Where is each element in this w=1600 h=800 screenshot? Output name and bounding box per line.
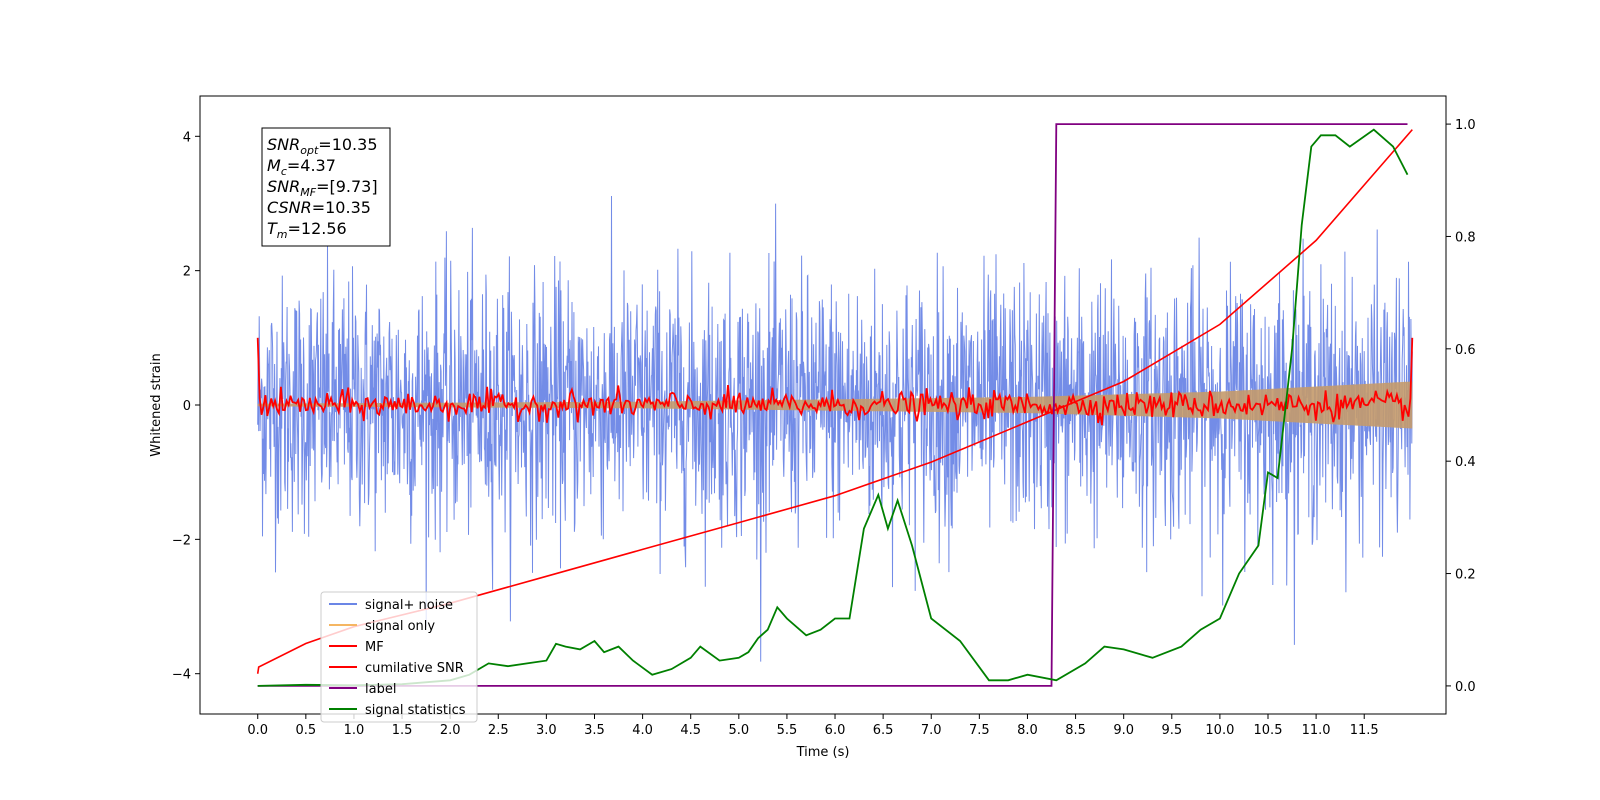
y-axis-right: 0.0 0.2 0.4 0.6 0.8 1.0 [1446, 118, 1476, 695]
legend: signal+ noise signal only MF cumilative SNR… [320, 591, 478, 723]
annotation-line: SNRMF=[9.73] [267, 177, 378, 199]
x-tick-label: 3.0 [536, 723, 557, 738]
x-tick-label: 5.0 [728, 723, 749, 738]
series-signal-statistics [257, 128, 1409, 687]
x-tick-label: 1.0 [344, 723, 365, 738]
series-signal-noise [257, 195, 1413, 662]
y-right-tick-label: 0.0 [1455, 680, 1476, 695]
annotation-line: Mc=4.37 [267, 156, 336, 178]
annotation-line: SNRopt=10.35 [267, 135, 378, 157]
x-tick-label: 4.5 [680, 723, 701, 738]
y-right-tick-label: 0.8 [1455, 230, 1476, 245]
legend-frame [320, 591, 478, 723]
x-tick-label: 7.0 [921, 723, 942, 738]
x-tick-label: 2.5 [488, 723, 509, 738]
legend-label: cumilative SNR [365, 661, 464, 676]
x-tick-label: 9.0 [1113, 723, 1134, 738]
y-right-tick-label: 0.2 [1455, 568, 1476, 583]
y-left-tick-label: −4 [172, 668, 191, 683]
x-tick-label: 2.0 [440, 723, 461, 738]
x-tick-label: 4.0 [632, 723, 653, 738]
x-tick-label: 10.0 [1205, 723, 1234, 738]
x-axis-label: Time (s) [796, 745, 850, 760]
y-right-tick-label: 0.4 [1455, 455, 1476, 470]
y-axis-left: −4 −2 0 2 4 [172, 130, 200, 683]
y-axis-label: Whitened strain [149, 353, 164, 456]
series-mf [256, 337, 1414, 426]
x-tick-label: 6.0 [825, 723, 846, 738]
x-tick-label: 1.5 [392, 723, 413, 738]
x-tick-label: 5.5 [777, 723, 798, 738]
annotation-frame [261, 127, 391, 247]
x-tick-label: 11.0 [1302, 723, 1331, 738]
x-tick-label: 9.5 [1161, 723, 1182, 738]
x-tick-label: 11.5 [1350, 723, 1379, 738]
series-label [257, 123, 1408, 687]
x-tick-label: 0.5 [295, 723, 316, 738]
y-left-tick-label: 0 [183, 399, 191, 414]
annotation-line: Tm=12.56 [267, 219, 347, 241]
y-left-tick-label: 4 [183, 130, 191, 145]
x-tick-label: 8.0 [1017, 723, 1038, 738]
x-axis: 0.0 0.5 1.0 1.5 2.0 2.5 3.0 3.5 4.0 4.5 5.0 5.5 6.0 6… [247, 714, 1379, 738]
x-tick-label: 10.5 [1254, 723, 1283, 738]
x-tick-label: 7.5 [969, 723, 990, 738]
annotation-line: CSNR=10.35 [267, 198, 371, 217]
y-left-tick-label: 2 [183, 265, 191, 280]
x-tick-label: 0.0 [247, 723, 268, 738]
stats-annotation-box: SNRopt=10.35Mc=4.37SNRMF=[9.73]CSNR=10.3… [261, 127, 391, 247]
legend-label: signal+ noise [365, 598, 453, 613]
legend-label: signal statistics [365, 703, 466, 718]
legend-label: MF [365, 640, 384, 655]
y-right-tick-label: 1.0 [1455, 118, 1476, 133]
legend-label: signal only [365, 619, 435, 634]
y-right-tick-label: 0.6 [1455, 343, 1476, 358]
x-tick-label: 3.5 [584, 723, 605, 738]
x-tick-label: 8.5 [1065, 723, 1086, 738]
y-left-tick-label: −2 [172, 533, 191, 548]
x-tick-label: 6.5 [873, 723, 894, 738]
legend-label: label [365, 682, 396, 697]
